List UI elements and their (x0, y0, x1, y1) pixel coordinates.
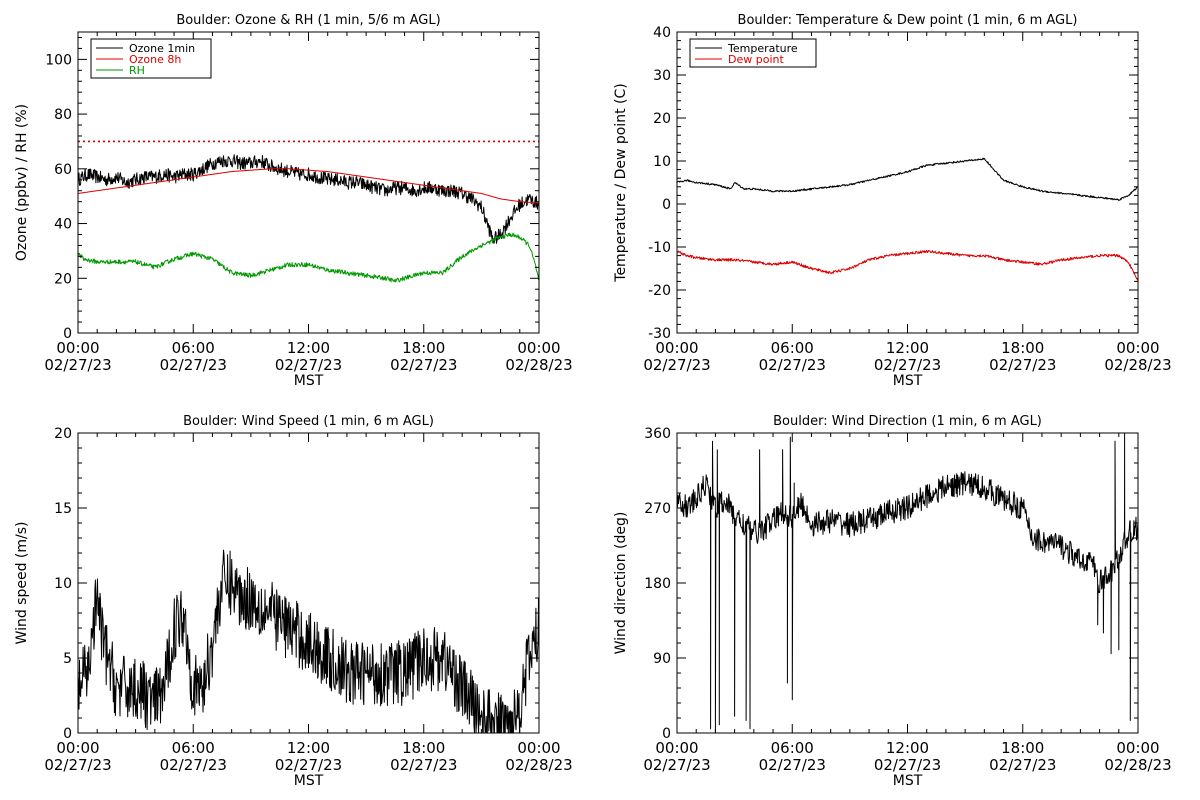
chart-title: Boulder: Ozone & RH (1 min, 5/6 m AGL) (176, 13, 440, 28)
x-tick-date: 02/27/23 (275, 356, 342, 374)
x-tick-date: 02/28/23 (1104, 356, 1171, 374)
x-tick-label: 06:00 (771, 739, 814, 757)
plot-area (78, 140, 539, 283)
legend-label: Temperature (727, 42, 798, 55)
y-tick-label: 80 (54, 107, 72, 123)
legend-label: RH (129, 64, 145, 77)
chart-title: Boulder: Wind Direction (1 min, 6 m AGL) (773, 414, 1042, 429)
x-tick-date: 02/27/23 (160, 756, 227, 774)
legend-label: Ozone 8h (129, 53, 181, 66)
chart-panel-2: Boulder: Temperature & Dew point (1 min,… (613, 13, 1172, 389)
y-tick-label: -20 (648, 283, 671, 299)
series-line-1 (78, 549, 539, 733)
chart-panel-1: Boulder: Ozone & RH (1 min, 5/6 m AGL)02… (14, 13, 573, 389)
x-axis-label: MST (893, 773, 923, 789)
y-tick-label: 360 (644, 426, 671, 442)
y-tick-label: 180 (644, 576, 671, 592)
y-axis-label: Wind direction (deg) (613, 512, 629, 655)
y-tick-label: 10 (653, 154, 671, 170)
y-tick-label: 20 (653, 111, 671, 127)
y-tick-label: 40 (653, 25, 671, 41)
series-line-1 (677, 433, 1138, 733)
x-tick-label: 18:00 (1001, 339, 1044, 357)
legend-label: Ozone 1min (129, 42, 195, 55)
plot-area (677, 433, 1138, 733)
x-tick-label: 00:00 (1116, 339, 1159, 357)
x-tick-label: 00:00 (655, 739, 698, 757)
x-tick-label: 12:00 (886, 739, 929, 757)
x-tick-date: 02/27/23 (160, 356, 227, 374)
y-tick-label: 15 (54, 501, 72, 517)
legend-label: Dew point (728, 53, 784, 66)
y-tick-label: -10 (648, 240, 671, 256)
x-axis-label: MST (294, 773, 324, 789)
y-tick-label: 270 (644, 501, 671, 517)
x-tick-label: 12:00 (886, 339, 929, 357)
series-line-3 (78, 232, 539, 283)
plot-frame (676, 31, 1139, 334)
x-tick-date: 02/27/23 (275, 756, 342, 774)
x-tick-date: 02/28/23 (505, 756, 572, 774)
x-tick-date: 02/27/23 (759, 356, 826, 374)
x-tick-label: 00:00 (517, 739, 560, 757)
y-tick-label: 0 (662, 726, 671, 742)
x-tick-label: 00:00 (56, 339, 99, 357)
x-tick-date: 02/27/23 (643, 756, 710, 774)
x-tick-date: 02/27/23 (643, 356, 710, 374)
x-tick-label: 18:00 (402, 739, 445, 757)
y-axis-label: Wind speed (m/s) (14, 522, 30, 645)
y-tick-label: 40 (54, 217, 72, 233)
x-tick-date: 02/27/23 (44, 356, 111, 374)
chart-panel-3: Boulder: Wind Speed (1 min, 6 m AGL) 0 5 10… (14, 414, 573, 789)
x-tick-date: 02/27/23 (989, 356, 1056, 374)
series-line-2 (78, 168, 539, 204)
x-tick-label: 00:00 (655, 339, 698, 357)
plot-area (677, 157, 1138, 281)
plot-area (78, 549, 539, 733)
x-tick-label: 00:00 (517, 339, 560, 357)
chart-title: Boulder: Temperature & Dew point (1 min,… (738, 13, 1078, 28)
y-tick-label: 0 (63, 726, 72, 742)
y-tick-label: 0 (63, 326, 72, 342)
x-tick-label: 06:00 (172, 339, 215, 357)
x-tick-label: 12:00 (287, 339, 330, 357)
x-tick-label: 18:00 (402, 339, 445, 357)
x-tick-date: 02/27/23 (390, 756, 457, 774)
series-line-2 (677, 249, 1138, 281)
x-tick-label: 00:00 (1116, 739, 1159, 757)
x-tick-label: 18:00 (1001, 739, 1044, 757)
series-line-1 (78, 154, 539, 244)
y-axis-label: Temperature / Dew point (C) (613, 83, 629, 282)
y-tick-label: 20 (54, 271, 72, 287)
x-tick-date: 02/27/23 (44, 756, 111, 774)
x-tick-date: 02/27/23 (759, 756, 826, 774)
x-tick-label: 06:00 (771, 339, 814, 357)
x-tick-date: 02/27/23 (390, 356, 457, 374)
x-tick-date: 02/27/23 (874, 756, 941, 774)
y-tick-label: -30 (648, 326, 671, 342)
x-tick-label: 06:00 (172, 739, 215, 757)
x-tick-date: 02/27/23 (989, 756, 1056, 774)
y-tick-label: 10 (54, 576, 72, 592)
series-line-1 (677, 157, 1138, 201)
x-tick-label: 00:00 (56, 739, 99, 757)
y-axis-label: Ozone (ppbv) / RH (%) (14, 104, 30, 261)
legend-box (689, 38, 817, 68)
x-tick-date: 02/27/23 (874, 356, 941, 374)
y-tick-label: 5 (63, 651, 72, 667)
x-axis-label: MST (294, 373, 324, 389)
y-tick-label: 60 (54, 162, 72, 178)
x-tick-date: 02/28/23 (1104, 756, 1171, 774)
y-tick-label: 30 (653, 68, 671, 84)
chart-panel-4: Boulder: Wind Direction (1 min, 6 m AGL)… (613, 414, 1172, 789)
chart-title: Boulder: Wind Speed (1 min, 6 m AGL) (183, 414, 434, 429)
x-tick-label: 12:00 (287, 739, 330, 757)
y-tick-label: 0 (662, 197, 671, 213)
x-tick-date: 02/28/23 (505, 356, 572, 374)
x-axis-label: MST (893, 373, 923, 389)
y-tick-label: 20 (54, 426, 72, 442)
y-tick-label: 100 (45, 52, 72, 68)
y-tick-label: 90 (653, 651, 671, 667)
